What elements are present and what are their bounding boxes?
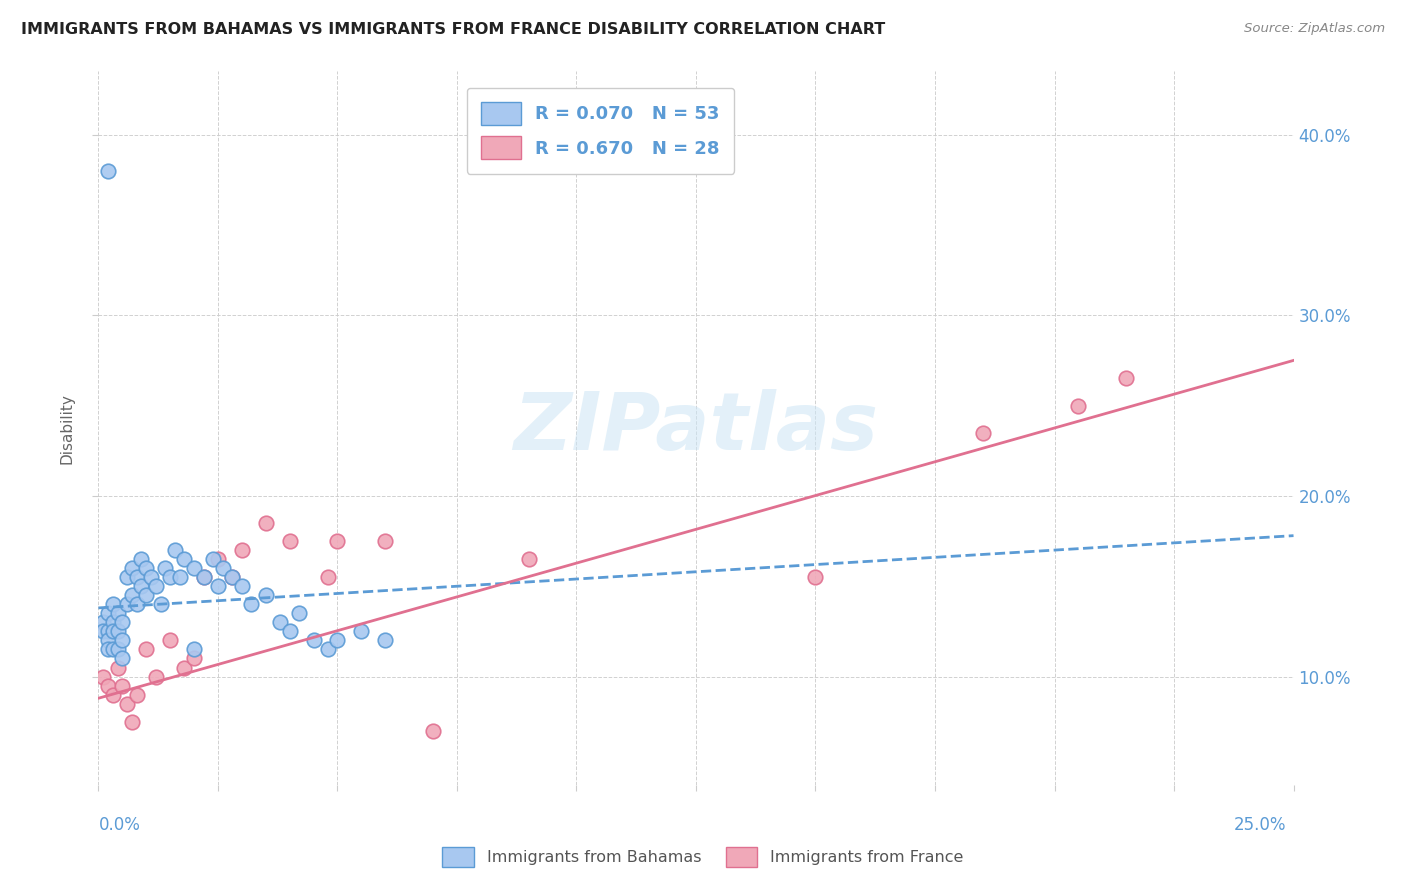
Point (269, 615, 291, 630)
Point (193, 570, 215, 584)
Point (101, 688, 124, 702)
Point (231, 579, 253, 593)
Point (145, 669, 167, 683)
Point (1115, 371, 1137, 385)
Point (326, 534, 349, 549)
Point (254, 588, 277, 602)
Point (135, 561, 157, 575)
Point (97, 679, 120, 693)
Point (316, 570, 339, 584)
Point (221, 570, 243, 584)
Point (254, 516, 277, 530)
Point (91, 615, 114, 630)
Text: IMMIGRANTS FROM BAHAMAS VS IMMIGRANTS FROM FRANCE DISABILITY CORRELATION CHART: IMMIGRANTS FROM BAHAMAS VS IMMIGRANTS FR… (21, 22, 886, 37)
Point (115, 597, 138, 611)
Point (173, 660, 195, 674)
Point (202, 552, 225, 566)
Point (139, 570, 162, 584)
Point (121, 714, 143, 729)
Point (163, 543, 186, 558)
Point (231, 543, 253, 558)
Point (288, 607, 311, 621)
Point (111, 651, 134, 665)
Point (131, 552, 153, 566)
Point (278, 534, 301, 549)
Point (173, 552, 195, 566)
Point (111, 633, 134, 648)
Point (159, 570, 181, 584)
Y-axis label: Disability: Disability (59, 392, 75, 464)
Point (135, 588, 157, 602)
Point (97, 624, 120, 639)
Point (115, 697, 138, 711)
Point (517, 552, 540, 566)
Point (350, 624, 373, 639)
Point (91, 669, 114, 683)
Point (125, 688, 148, 702)
Legend: R = 0.070   N = 53, R = 0.670   N = 28: R = 0.070 N = 53, R = 0.670 N = 28 (467, 87, 734, 174)
Point (183, 642, 205, 657)
Point (101, 624, 124, 639)
Point (169, 570, 191, 584)
Point (326, 633, 349, 648)
Point (111, 679, 134, 693)
Legend: Immigrants from Bahamas, Immigrants from France: Immigrants from Bahamas, Immigrants from… (436, 841, 970, 873)
Point (155, 561, 177, 575)
Point (374, 633, 396, 648)
Point (302, 633, 325, 648)
Point (111, 615, 134, 630)
Point (115, 570, 138, 584)
Point (207, 579, 229, 593)
Point (374, 534, 396, 549)
Point (278, 624, 301, 639)
Point (121, 561, 143, 575)
Point (183, 561, 205, 575)
Point (804, 570, 827, 584)
Point (107, 624, 129, 639)
Point (101, 642, 124, 657)
Point (240, 597, 263, 611)
Point (107, 642, 129, 657)
Point (221, 570, 243, 584)
Text: 25.0%: 25.0% (1234, 816, 1286, 834)
Point (97, 607, 120, 621)
Point (193, 570, 215, 584)
Point (97, 633, 120, 648)
Point (972, 425, 994, 440)
Point (1067, 399, 1090, 413)
Point (107, 660, 129, 674)
Point (149, 597, 172, 611)
Point (101, 597, 124, 611)
Point (135, 642, 157, 657)
Point (316, 642, 339, 657)
Point (125, 570, 148, 584)
Point (107, 607, 129, 621)
Point (125, 597, 148, 611)
Point (207, 552, 229, 566)
Point (101, 615, 124, 630)
Point (183, 651, 205, 665)
Point (97, 642, 120, 657)
Text: ZIPatlas: ZIPatlas (513, 389, 879, 467)
Point (91, 624, 114, 639)
Point (211, 561, 233, 575)
Point (131, 579, 153, 593)
Point (145, 579, 167, 593)
Text: Source: ZipAtlas.com: Source: ZipAtlas.com (1244, 22, 1385, 36)
Point (159, 633, 181, 648)
Point (422, 723, 444, 738)
Point (97, 163, 120, 178)
Point (121, 588, 143, 602)
Text: 0.0%: 0.0% (98, 816, 141, 834)
